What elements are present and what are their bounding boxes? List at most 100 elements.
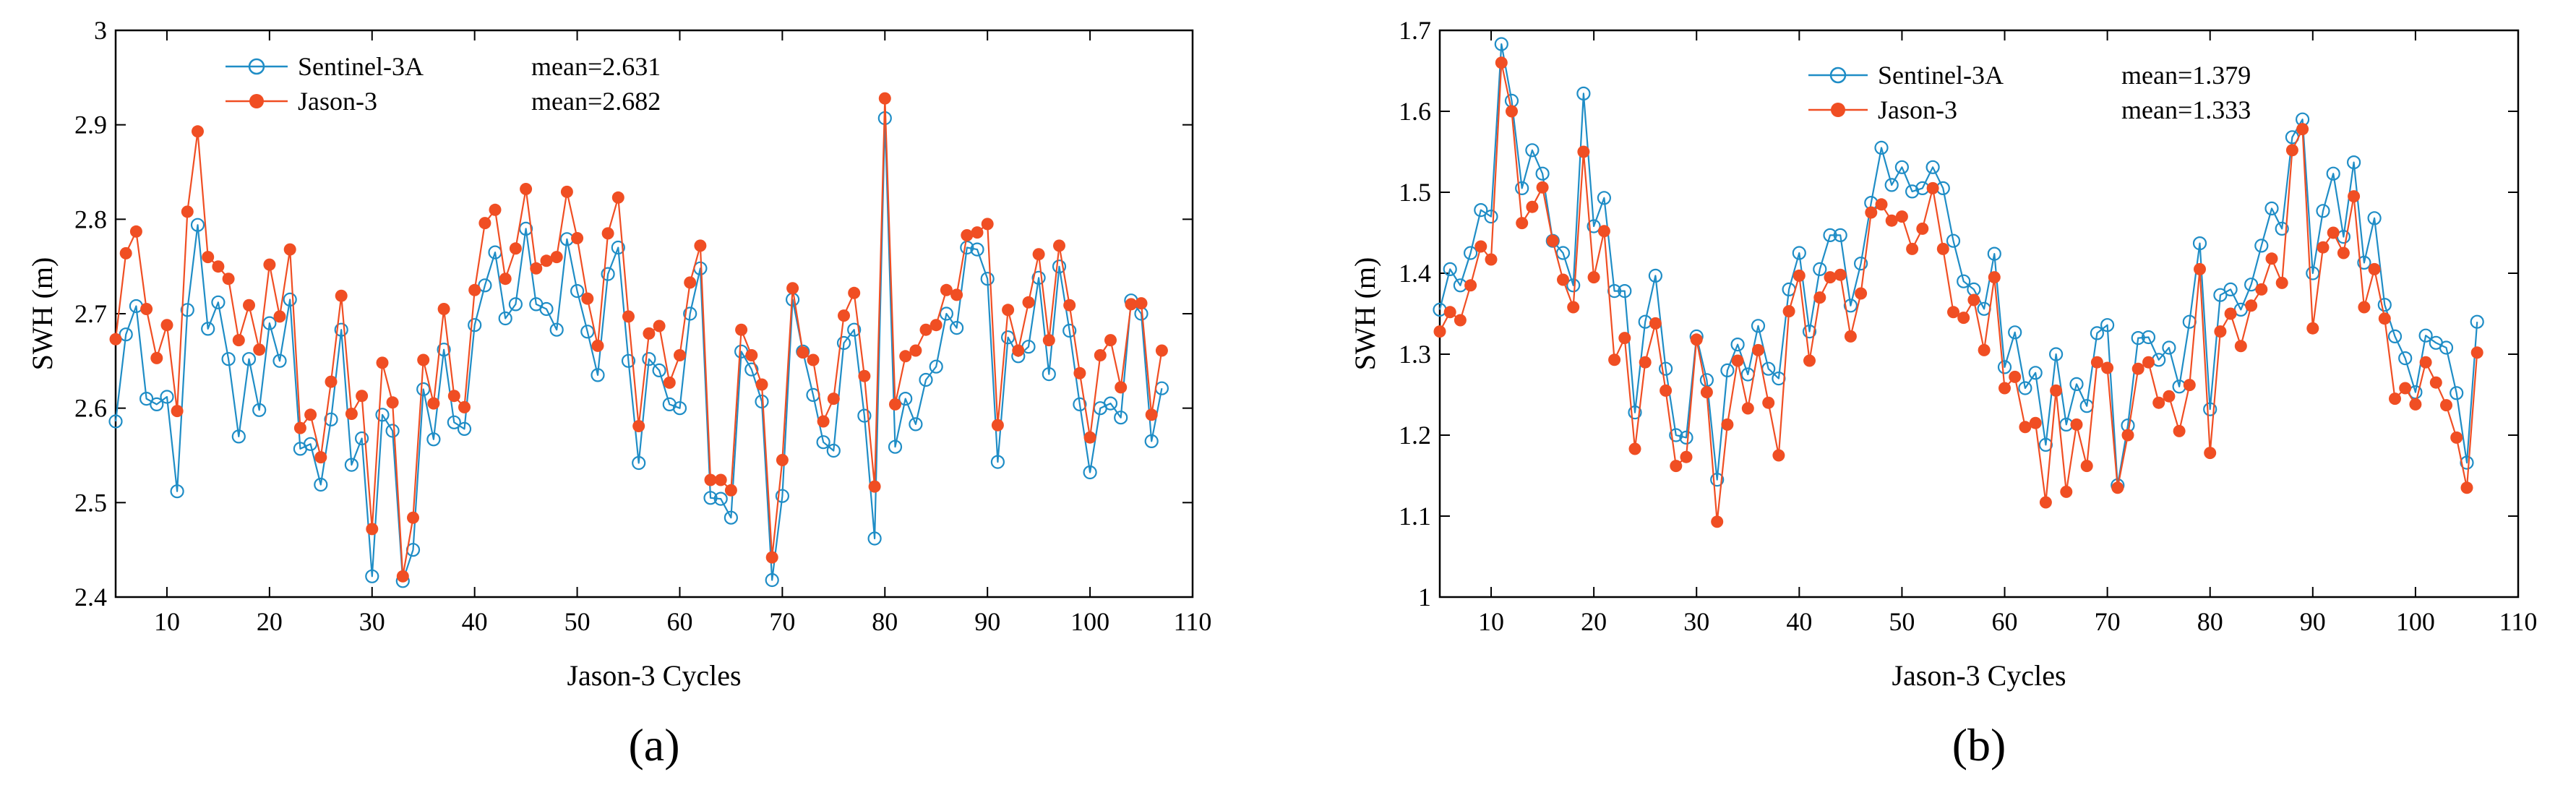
data-point-sentinel-3a: [601, 267, 615, 281]
data-point-sentinel-3a: [2223, 282, 2238, 296]
data-point-sentinel-3a: [2038, 437, 2053, 452]
data-point-jason-3: [396, 570, 409, 583]
y-tick-label: 2.9: [74, 111, 107, 140]
data-point-jason-3: [1628, 442, 1641, 455]
data-point-jason-3: [1967, 293, 1980, 306]
data-point-jason-3: [745, 349, 758, 361]
data-point-sentinel-3a: [1987, 246, 2001, 261]
data-point-jason-3: [2245, 299, 2258, 312]
data-point-sentinel-3a: [2460, 455, 2474, 470]
data-point-jason-3: [1557, 273, 1569, 286]
data-point-sentinel-3a: [703, 491, 718, 505]
data-point-jason-3: [520, 183, 533, 195]
data-point-jason-3: [447, 390, 460, 403]
data-point-sentinel-3a: [272, 353, 287, 368]
data-point-jason-3: [1721, 418, 1734, 431]
data-point-jason-3: [2389, 392, 2401, 406]
data-point-jason-3: [2019, 421, 2032, 434]
data-point-sentinel-3a: [2377, 298, 2392, 312]
data-point-jason-3: [478, 217, 491, 230]
data-point-jason-3: [858, 369, 871, 382]
data-point-jason-3: [2224, 307, 2237, 320]
data-point-sentinel-3a: [591, 368, 605, 382]
x-axis-label: Jason-3 Cycles: [1892, 659, 2066, 692]
legend: Sentinel-3A Jason-3 mean=1.379 mean=1.33…: [1808, 61, 2251, 124]
data-point-jason-3: [1115, 381, 1128, 394]
data-point-sentinel-3a: [344, 458, 359, 472]
data-point-jason-3: [1485, 253, 1498, 266]
data-point-sentinel-3a: [867, 531, 882, 546]
data-point-jason-3: [1762, 396, 1775, 409]
data-point-jason-3: [2409, 398, 2422, 411]
data-point-sentinel-3a: [1751, 319, 1766, 333]
data-point-jason-3: [1042, 334, 1055, 347]
data-point-jason-3: [2183, 379, 2196, 392]
data-point-jason-3: [232, 334, 245, 347]
data-point-sentinel-3a: [1823, 228, 1837, 242]
data-point-sentinel-3a: [1073, 397, 1087, 412]
data-point-sentinel-3a: [1597, 191, 1611, 205]
data-point-sentinel-3a: [2203, 402, 2217, 416]
data-point-jason-3: [1782, 305, 1795, 318]
data-point-sentinel-3a: [2018, 381, 2032, 395]
data-point-sentinel-3a: [919, 372, 933, 387]
data-point-jason-3: [1032, 248, 1045, 261]
data-point-sentinel-3a: [775, 489, 790, 503]
data-point-sentinel-3a: [2090, 326, 2104, 340]
data-point-jason-3: [407, 511, 419, 524]
data-point-jason-3: [663, 376, 676, 389]
data-point-jason-3: [489, 203, 502, 216]
x-tick-label: 110: [2499, 607, 2538, 636]
data-point-sentinel-3a: [365, 569, 379, 583]
data-point-jason-3: [2121, 429, 2134, 442]
data-point-jason-3: [345, 408, 358, 420]
data-point-jason-3: [797, 346, 810, 359]
data-point-sentinel-3a: [1884, 178, 1899, 192]
data-point-jason-3: [684, 276, 697, 289]
data-point-sentinel-3a: [241, 352, 257, 366]
data-point-sentinel-3a: [2264, 201, 2279, 215]
data-point-jason-3: [1752, 343, 1764, 356]
data-point-jason-3: [366, 523, 379, 536]
data-point-sentinel-3a: [1031, 270, 1046, 285]
data-point-sentinel-3a: [1730, 338, 1745, 352]
data-point-sentinel-3a: [713, 492, 728, 506]
data-point-jason-3: [817, 415, 830, 428]
data-point-sentinel-3a: [1535, 166, 1550, 181]
data-point-jason-3: [1978, 343, 1991, 356]
plot-area-frame: [114, 29, 1194, 598]
data-point-jason-3: [735, 323, 748, 336]
data-point-jason-3: [786, 282, 799, 295]
data-point-sentinel-3a: [437, 343, 451, 357]
data-point-jason-3: [981, 218, 994, 231]
data-point-jason-3: [919, 323, 932, 336]
data-point-sentinel-3a: [385, 424, 400, 438]
legend-marker-jason-3: [1831, 103, 1845, 117]
series-line-sentinel-3a: [114, 117, 1163, 582]
data-point-sentinel-3a: [683, 306, 697, 321]
data-point-jason-3: [1516, 217, 1529, 230]
data-point-jason-3: [2429, 376, 2442, 389]
panel-label-b: (b): [1952, 719, 2006, 771]
data-point-jason-3: [2101, 361, 2114, 374]
data-point-jason-3: [2399, 382, 2412, 395]
data-point-jason-3: [601, 227, 614, 240]
legend-marker-sentinel-3a: [1829, 66, 1847, 84]
data-point-sentinel-3a: [909, 417, 923, 432]
data-point-sentinel-3a: [1925, 160, 1940, 174]
data-point-sentinel-3a: [1843, 299, 1858, 313]
data-point-sentinel-3a: [2326, 166, 2340, 181]
data-point-jason-3: [889, 398, 901, 411]
data-point-sentinel-3a: [836, 335, 851, 351]
data-point-jason-3: [2317, 241, 2330, 254]
data-point-jason-3: [724, 484, 737, 497]
legend-stat-jason-3: mean=2.682: [531, 87, 661, 116]
data-point-jason-3: [1587, 271, 1600, 284]
data-point-jason-3: [1104, 334, 1117, 347]
data-point-jason-3: [129, 225, 142, 238]
data-point-sentinel-3a: [1669, 428, 1683, 442]
y-tick-label: 1.2: [1399, 421, 1431, 450]
data-point-jason-3: [714, 473, 727, 486]
data-point-jason-3: [468, 283, 481, 296]
data-point-sentinel-3a: [2387, 329, 2403, 343]
